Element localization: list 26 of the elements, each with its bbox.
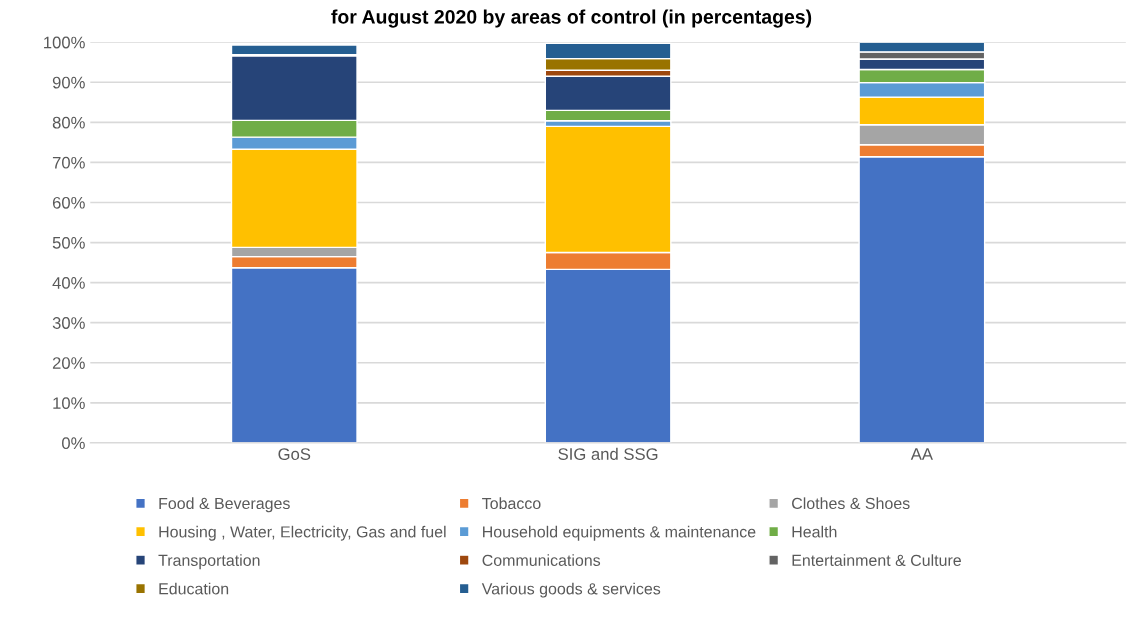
legend-label: Clothes & Shoes	[792, 497, 910, 510]
x-tick-label: AA	[910, 448, 933, 460]
legend-label: Transportation	[158, 554, 260, 570]
y-tick-label: 40%	[52, 277, 85, 289]
legend-label: Communications	[482, 554, 601, 566]
legend-label: Food & Beverages	[159, 497, 290, 513]
x-tick-label: GoS	[278, 448, 311, 460]
legend-label: Household equipments & maintenance	[483, 525, 756, 541]
y-tick-label: 100%	[44, 36, 85, 49]
y-tick-label: 30%	[52, 317, 85, 329]
y-tick-label: 70%	[52, 156, 85, 169]
legend-label: Education	[159, 582, 229, 595]
legend-label: Entertainment & Culture	[792, 554, 961, 566]
y-tick-label: 0%	[62, 437, 85, 450]
y-tick-label: 10%	[53, 397, 85, 410]
legend-label: Health	[792, 525, 837, 538]
y-tick-label: 90%	[52, 76, 85, 89]
y-tick-label: 50%	[52, 236, 85, 249]
chart-title: for August 2020 by areas of control (in percentages)	[331, 9, 812, 28]
y-tick-label: 80%	[52, 116, 85, 129]
y-tick-label: 60%	[52, 196, 85, 209]
x-tick-label: SIG and SSG	[558, 447, 658, 460]
legend-label: Tobacco	[482, 497, 541, 510]
y-tick-label: 20%	[52, 357, 85, 369]
legend-label: Various goods & services	[481, 582, 661, 598]
legend-label: Housing , Water, Electricity, Gas and fuel	[159, 525, 446, 541]
